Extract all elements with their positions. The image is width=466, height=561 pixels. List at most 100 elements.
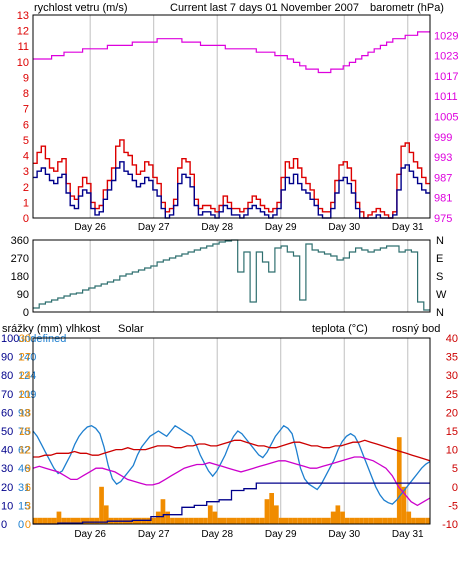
- solar-bar: [250, 517, 256, 524]
- solar-bar: [368, 517, 374, 524]
- solar-bar: [170, 517, 175, 524]
- solar-bar: [288, 517, 293, 524]
- solar-tick-label: 9: [25, 463, 31, 475]
- solar-tick-label: 3: [25, 500, 31, 512]
- solar-bar: [292, 517, 298, 524]
- temperature-tick-label: 10: [446, 445, 458, 457]
- wind-direction-panel: 0 N 90 W 180 S 270 E 360 N: [11, 235, 447, 319]
- bottom-panel-x-tick-label: Day 31: [392, 529, 424, 540]
- humidity-tick-label: 109: [18, 389, 36, 401]
- pressure-tick-label: 975: [434, 213, 452, 225]
- wind-speed-series-line: [33, 139, 430, 219]
- rain-tick-label: 90: [1, 352, 13, 364]
- solar-bar: [66, 517, 71, 524]
- solar-bar: [94, 517, 100, 524]
- solar-bar: [75, 517, 81, 524]
- solar-bar: [420, 517, 426, 524]
- solar-bar: [70, 517, 76, 524]
- bottom-panel-x-tick-label: Day 30: [328, 529, 360, 540]
- solar-tick-label: 18: [19, 407, 31, 419]
- solar-bar: [203, 517, 208, 524]
- temperature-tick-label: 5: [452, 463, 458, 475]
- solar-bar: [415, 517, 421, 524]
- solar-bar: [269, 493, 274, 524]
- solar-bar: [42, 517, 48, 524]
- direction-degree-tick-label: 270: [11, 253, 29, 265]
- rain-tick-label: 60: [1, 407, 13, 419]
- pressure-axis-title: barometr (hPa): [370, 2, 444, 14]
- temperature-tick-label: 15: [446, 426, 458, 438]
- pressure-tick-label: 987: [434, 172, 452, 184]
- solar-bar: [193, 517, 199, 524]
- solar-bar: [174, 517, 180, 524]
- solar-bar: [411, 517, 416, 524]
- direction-compass-tick-label: N: [436, 235, 444, 247]
- direction-degree-tick-label: 0: [23, 307, 29, 319]
- solar-bar: [387, 517, 393, 524]
- wind-speed-tick-label: 12: [17, 26, 29, 38]
- humidity-tick-label: 78: [18, 426, 30, 438]
- solar-bar: [222, 517, 227, 524]
- rain-humidity-temperature-panel: Day 26 Day 27 Day 28 Day 29 Day 30 Day 310 0 0-…: [1, 333, 458, 540]
- rain-tick-label: 10: [1, 500, 13, 512]
- chart-title: Current last 7 days 01 November 2007: [170, 2, 359, 14]
- solar-bar: [359, 517, 364, 524]
- humidity-tick-label: undefined: [18, 333, 66, 345]
- pressure-series-line: [33, 31, 430, 74]
- temperature-tick-label: -10: [442, 519, 458, 531]
- solar-bar: [33, 517, 38, 524]
- temperature-tick-label: 0: [452, 482, 458, 494]
- solar-bar: [198, 517, 204, 524]
- solar-tick-label: 15: [19, 426, 31, 438]
- solar-bar: [425, 517, 430, 524]
- humidity-tick-label: 93: [18, 407, 30, 419]
- solar-bar: [241, 517, 246, 524]
- wind-speed-tick-label: 3: [23, 166, 29, 178]
- rain-tick-label: 40: [1, 445, 13, 457]
- solar-bar: [335, 505, 341, 524]
- wind-speed-tick-label: 2: [23, 182, 29, 194]
- solar-bar: [231, 517, 237, 524]
- solar-bar: [103, 505, 109, 524]
- solar-bar: [47, 517, 52, 524]
- humidity-tick-label: 31: [18, 482, 30, 494]
- solar-bar: [226, 517, 232, 524]
- wind-speed-tick-label: 9: [23, 72, 29, 84]
- solar-tick-label: 0: [25, 519, 31, 531]
- solar-bar: [80, 517, 85, 524]
- wind-speed-tick-label: 5: [23, 135, 29, 147]
- wind-speed-tick-label: 7: [23, 104, 29, 116]
- wind-gust-series-line: [33, 161, 430, 219]
- bottom-panel-x-tick-label: Day 29: [265, 529, 297, 540]
- solar-tick-label: 21: [19, 389, 31, 401]
- humidity-tick-label: 0: [18, 519, 24, 531]
- solar-bar: [274, 505, 279, 524]
- bottom-panel-x-tick-label: Day 26: [74, 529, 106, 540]
- solar-bar: [165, 511, 170, 524]
- humidity-tick-label: 124: [18, 370, 36, 382]
- solar-bar: [311, 517, 317, 524]
- top-panel-x-tick-label: Day 30: [328, 222, 360, 233]
- top-panel-x-tick-label: Day 26: [74, 222, 106, 233]
- direction-degree-tick-label: 180: [11, 271, 29, 283]
- solar-bar: [316, 517, 322, 524]
- solar-bar: [326, 517, 331, 524]
- dew-point-axis-title: rosný bod: [392, 323, 440, 335]
- rain-tick-label: 0: [1, 519, 7, 531]
- solar-bar: [217, 517, 222, 524]
- temperature-series-line: [33, 439, 431, 462]
- direction-panel-frame: [32, 239, 431, 313]
- solar-bar: [278, 517, 284, 524]
- solar-bar: [155, 511, 161, 524]
- solar-bar: [307, 517, 312, 524]
- wind-speed-tick-label: 13: [17, 10, 29, 22]
- direction-compass-tick-label: W: [436, 289, 447, 301]
- rain-tick-label: 50: [1, 426, 13, 438]
- solar-bar: [297, 517, 303, 524]
- dew-point-series-line: [32, 456, 431, 507]
- pressure-tick-label: 1011: [434, 91, 458, 103]
- top-panel-x-tick-label: Day 29: [265, 222, 297, 233]
- pressure-tick-label: 1023: [434, 51, 458, 63]
- solar-bar: [378, 517, 383, 524]
